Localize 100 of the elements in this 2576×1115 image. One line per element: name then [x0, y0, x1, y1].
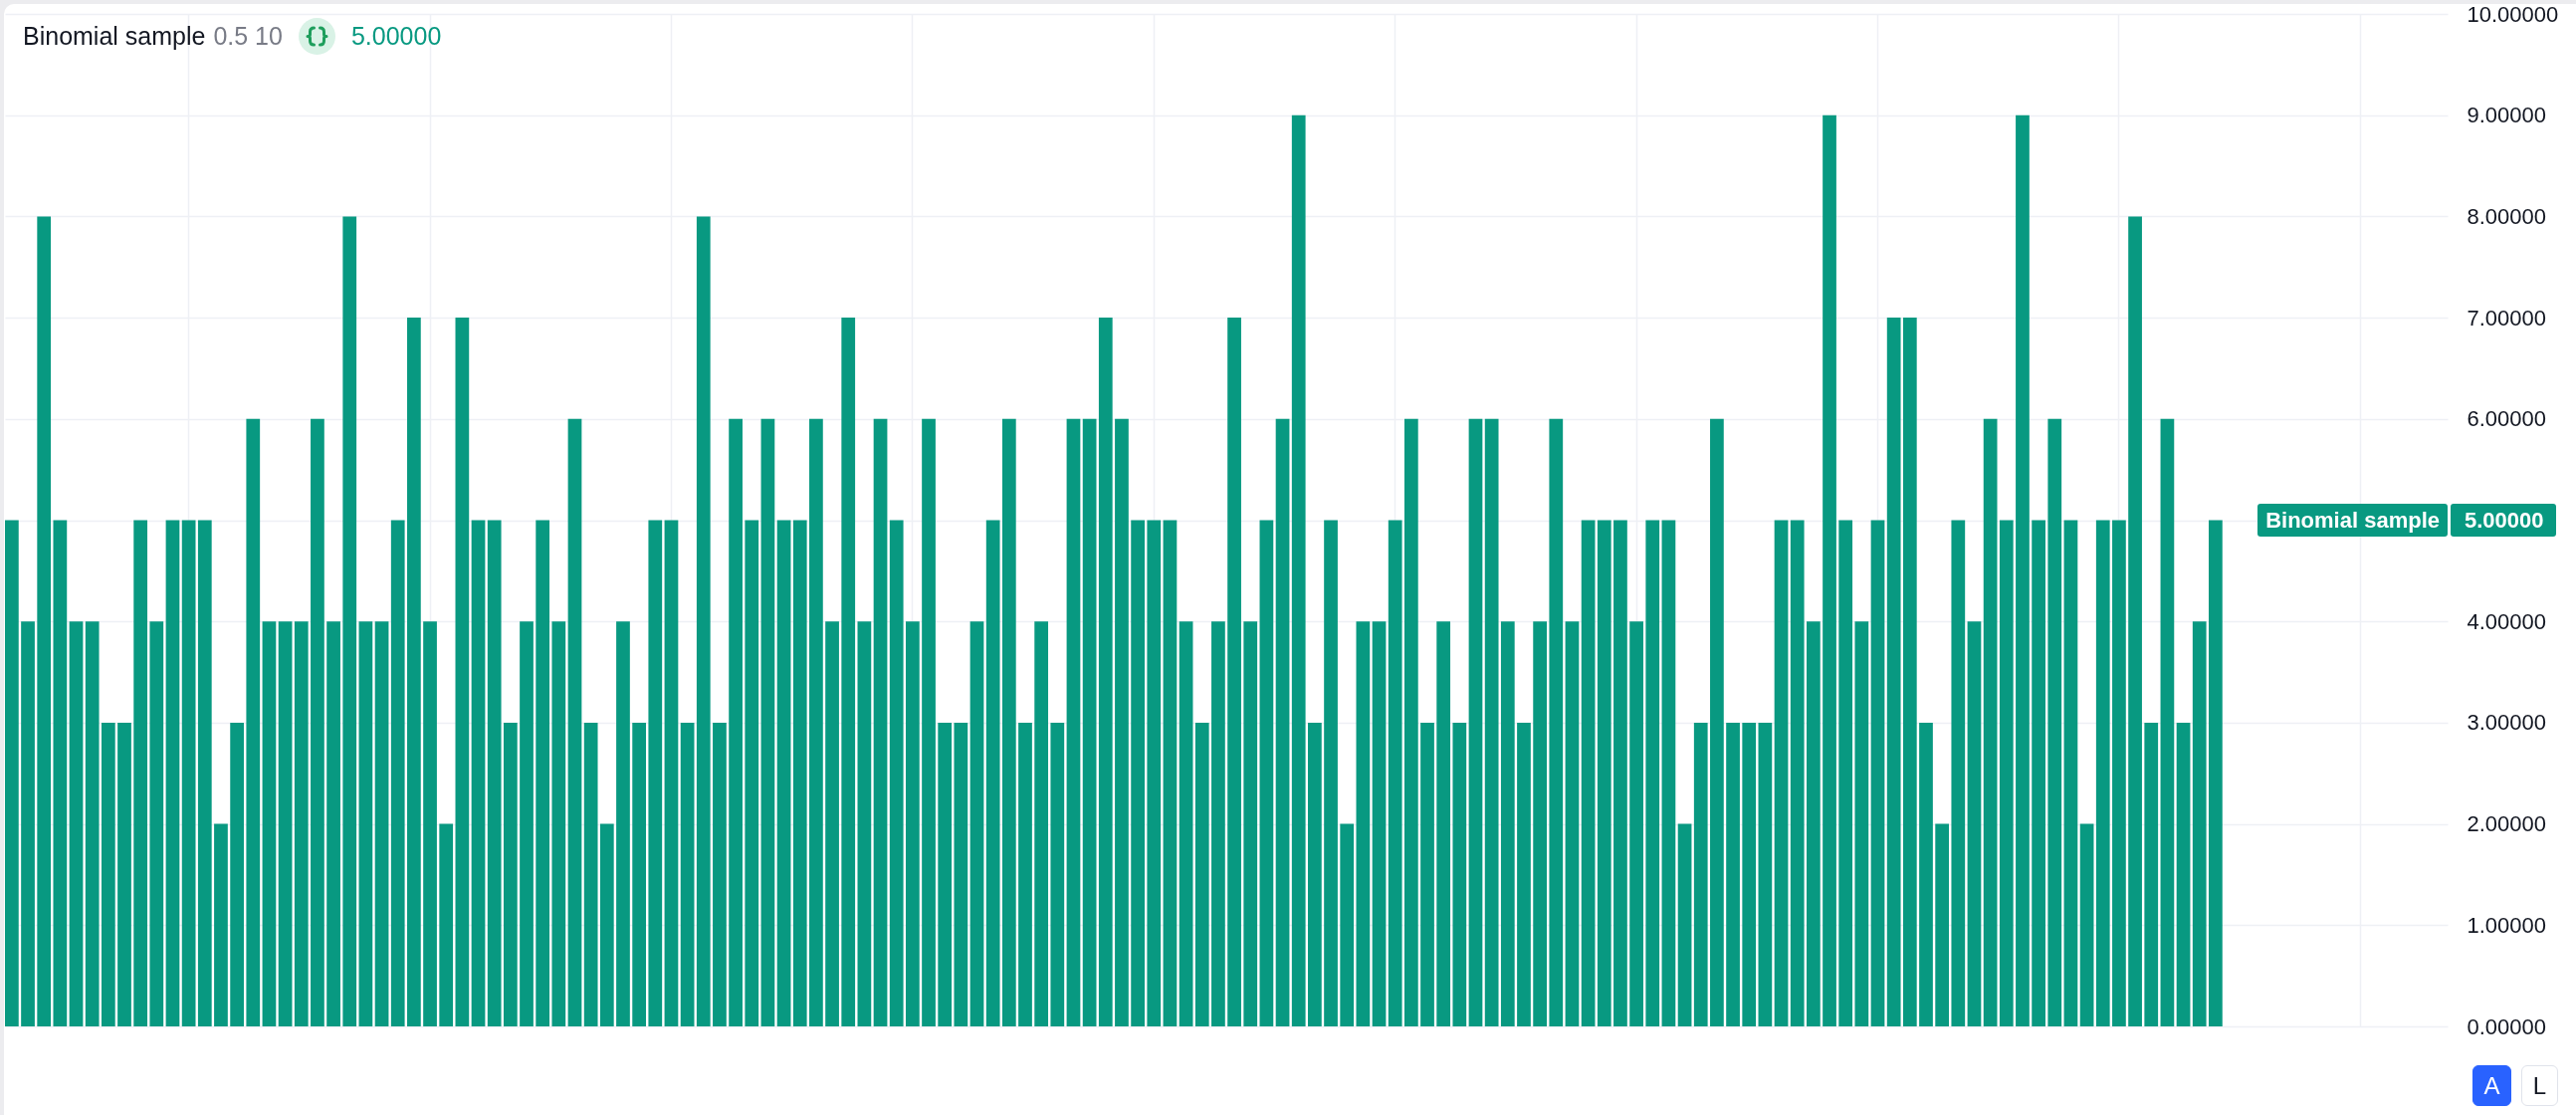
bar [680, 722, 695, 1026]
bar [5, 520, 19, 1026]
bar [745, 520, 759, 1026]
bar [1227, 318, 1241, 1026]
bar [117, 722, 131, 1026]
bar [2209, 520, 2223, 1026]
bar [214, 823, 228, 1026]
bar [2016, 114, 2030, 1026]
bar [2063, 520, 2078, 1026]
bar [1500, 621, 1515, 1026]
bar [1340, 823, 1355, 1026]
bar [1098, 318, 1113, 1026]
toggle-button: L [2521, 1065, 2558, 1106]
bar [1838, 520, 1853, 1026]
bar [792, 520, 807, 1026]
bar [358, 621, 373, 1026]
bar [1420, 722, 1434, 1026]
bar [520, 621, 534, 1026]
bar [1581, 520, 1596, 1026]
bar [1902, 318, 1917, 1026]
y-tick-label: 6.00000 [2467, 406, 2547, 432]
chart-subtitle: 0.5 10 [213, 21, 283, 51]
bar [1517, 722, 1531, 1026]
bar [873, 418, 888, 1026]
bar [567, 418, 582, 1026]
bar [1194, 722, 1209, 1026]
bar [713, 722, 727, 1026]
bar [197, 520, 212, 1026]
bar [1935, 823, 1950, 1026]
bar [1403, 418, 1418, 1026]
bar [1549, 418, 1564, 1026]
bar [1115, 418, 1129, 1026]
bar [1308, 722, 1322, 1026]
bar [729, 418, 743, 1026]
bar [599, 823, 614, 1026]
bar [760, 418, 775, 1026]
bar [1275, 418, 1290, 1026]
bar [938, 722, 953, 1026]
bar [246, 418, 261, 1026]
bar [1999, 520, 2014, 1026]
bar [2144, 722, 2159, 1026]
bar [1774, 520, 1789, 1026]
toggle-button: A [2472, 1065, 2511, 1106]
bar [696, 216, 711, 1026]
bar [149, 621, 164, 1026]
bar [1436, 621, 1451, 1026]
bar [1050, 722, 1065, 1026]
bar [1967, 621, 1982, 1026]
bar [1886, 318, 1901, 1026]
bar [1790, 520, 1805, 1026]
bar [922, 418, 936, 1026]
bar [1726, 722, 1740, 1026]
bar [503, 722, 518, 1026]
bar [1179, 621, 1193, 1026]
bar [2047, 418, 2062, 1026]
bar [2079, 823, 2094, 1026]
y-tick-label: 2.00000 [2467, 811, 2547, 837]
bar [632, 722, 646, 1026]
bar [1211, 621, 1225, 1026]
bar [374, 621, 389, 1026]
bar [390, 520, 405, 1026]
bar [906, 621, 920, 1026]
bar [1758, 722, 1773, 1026]
bar [1983, 418, 1998, 1026]
bar [2160, 418, 2175, 1026]
bar [889, 520, 904, 1026]
bar [583, 722, 598, 1026]
bar [841, 318, 856, 1026]
y-tick-label: 0.00000 [2467, 1013, 2547, 1039]
bar [1131, 520, 1145, 1026]
y-tick-label: 3.00000 [2467, 710, 2547, 736]
bar [181, 520, 196, 1026]
bar [487, 520, 502, 1026]
bar [1163, 520, 1178, 1026]
bar [1324, 520, 1338, 1026]
bar [648, 520, 663, 1026]
y-tick-label: 10.00000 [2467, 1, 2559, 27]
bar [664, 520, 679, 1026]
bar [1951, 520, 1966, 1026]
chart-title: Binomial sample [23, 21, 206, 51]
y-tick-label: 8.00000 [2467, 203, 2547, 229]
bar [1066, 418, 1081, 1026]
bar [230, 722, 244, 1026]
bar [1356, 621, 1371, 1026]
bar [1919, 722, 1933, 1026]
bar [954, 722, 968, 1026]
bar [262, 621, 277, 1026]
text: 5.00000 [2451, 504, 2556, 537]
bar [1693, 722, 1708, 1026]
bar [1742, 722, 1757, 1026]
bar [536, 520, 550, 1026]
bar [1565, 621, 1580, 1026]
bar [2032, 520, 2045, 1026]
bar [278, 621, 293, 1026]
bar [1854, 621, 1869, 1026]
annotation: Binomial sample [2257, 504, 2448, 537]
bar [1645, 520, 1660, 1026]
bar [1597, 520, 1611, 1026]
bar [1710, 418, 1724, 1026]
bar [1613, 520, 1627, 1026]
